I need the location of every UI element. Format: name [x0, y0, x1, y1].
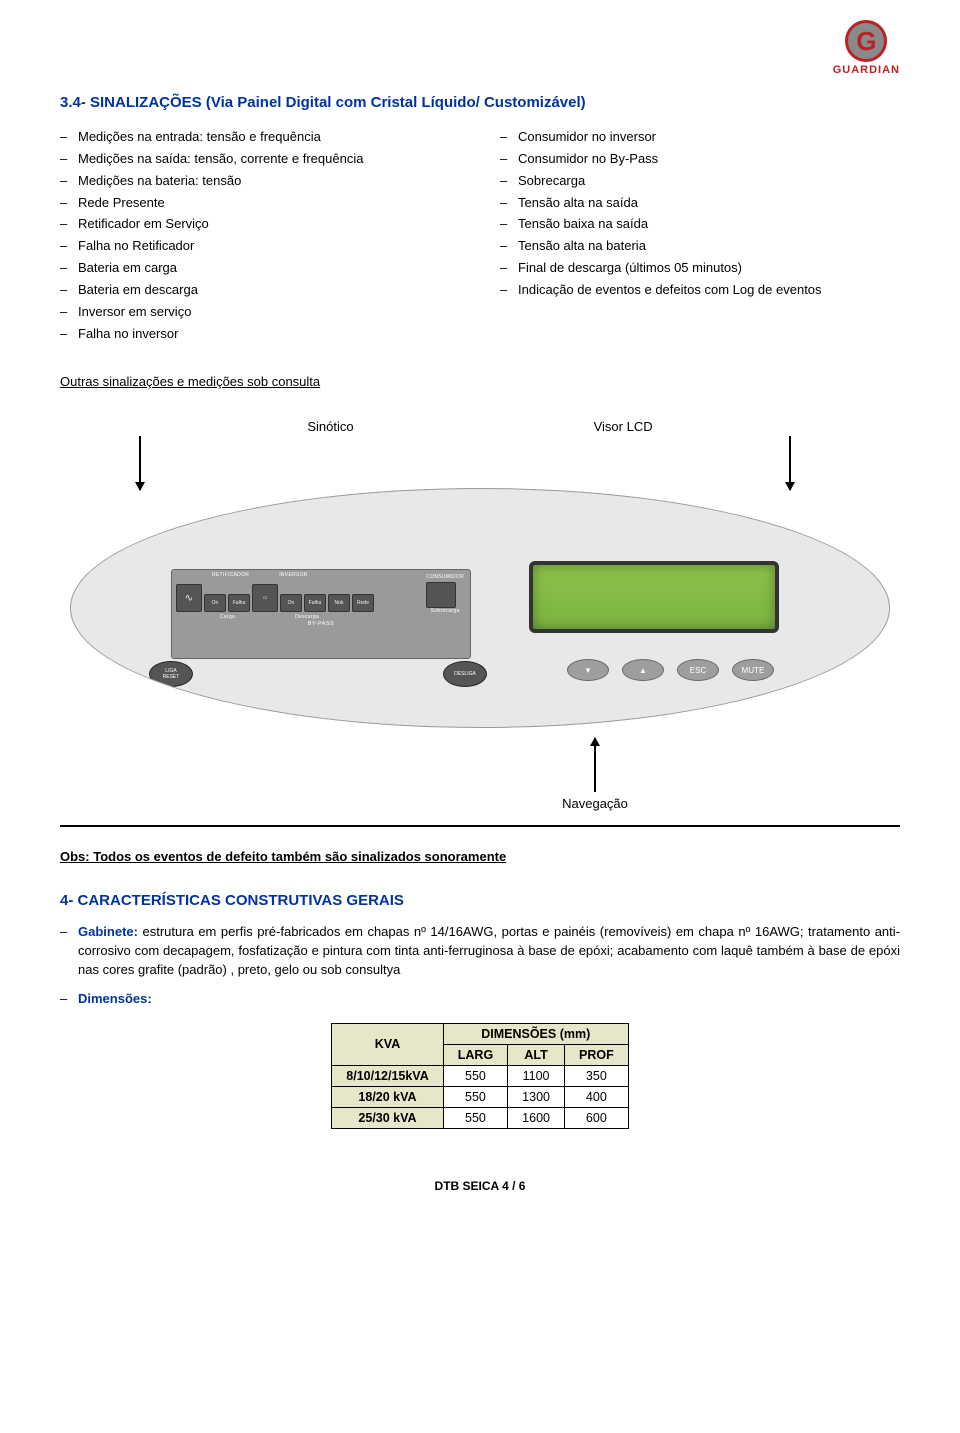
visor-lcd-label: Visor LCD	[594, 419, 653, 434]
liga-reset-button[interactable]: LIGA RESET	[149, 661, 193, 687]
th-kva: KVA	[332, 1023, 443, 1065]
syn-on-led: On	[280, 594, 302, 612]
section-3-4-title: 3.4- SINALIZAÇÕES (Via Painel Digital co…	[60, 94, 900, 111]
nav-down-button[interactable]: ▼	[567, 659, 609, 681]
nav-up-button[interactable]: ▲	[622, 659, 664, 681]
list-item: Tensão baixa na saída	[518, 215, 900, 234]
syn-sobrecarga-label: Sobrecarga	[431, 608, 460, 614]
syn-descarga-label: Descarga	[295, 614, 319, 620]
nav-mute-button[interactable]: MUTE	[732, 659, 774, 681]
cell: 550	[443, 1086, 507, 1107]
list-item: Falha no Retificador	[78, 237, 460, 256]
gabinete-label: Gabinete:	[78, 924, 138, 939]
gabinete-item: Gabinete: estrutura em perfis pré-fabric…	[78, 923, 900, 980]
syn-bypass-label: BY-PASS	[172, 620, 470, 627]
cell: 1100	[508, 1065, 565, 1086]
synoptic-diagram: RETIFICADOR INVERSOR ∿ On Falha ▭ On Fal…	[171, 569, 471, 659]
list-item: Medições na entrada: tensão e frequência	[78, 128, 460, 147]
gabinete-text: estrutura em perfis pré-fabricados em ch…	[78, 924, 900, 977]
list-item: Medições na bateria: tensão	[78, 172, 460, 191]
syn-rede-entrada-icon: ∿	[176, 584, 202, 612]
cell: 350	[564, 1065, 628, 1086]
construction-list: Gabinete: estrutura em perfis pré-fabric…	[60, 923, 900, 1008]
arrow-up-icon	[594, 738, 596, 792]
desliga-label: DESLIGA	[454, 671, 476, 677]
desliga-button[interactable]: DESLIGA	[443, 661, 487, 687]
list-item: Medições na saída: tensão, corrente e fr…	[78, 150, 460, 169]
cell: 550	[443, 1065, 507, 1086]
table-row: 18/20 kVA 550 1300 400	[332, 1086, 628, 1107]
arrow-down-icon	[789, 436, 791, 490]
nav-esc-button[interactable]: ESC	[677, 659, 719, 681]
list-item: Falha no inversor	[78, 325, 460, 344]
page-footer: DTB SEICA 4 / 6	[60, 1179, 900, 1193]
list-item: Retificador em Serviço	[78, 215, 460, 234]
logo-g-icon: G	[845, 20, 887, 62]
th-alt: ALT	[508, 1044, 565, 1065]
cell-kva: 18/20 kVA	[332, 1086, 443, 1107]
obs-note: Obs: Todos os eventos de defeito também …	[60, 849, 900, 864]
logo-text: GUARDIAN	[833, 64, 900, 76]
top-arrows	[60, 434, 900, 488]
list-item: Tensão alta na saída	[518, 194, 900, 213]
reset-label: RESET	[163, 674, 180, 680]
list-item: Inversor em serviço	[78, 303, 460, 322]
list-item: Consumidor no By-Pass	[518, 150, 900, 169]
syn-consumidor: CONSUMIDOR Sobrecarga	[426, 574, 464, 614]
syn-on-led: On	[204, 594, 226, 612]
th-larg: LARG	[443, 1044, 507, 1065]
list-item: Sobrecarga	[518, 172, 900, 191]
signal-lists: Medições na entrada: tensão e frequência…	[60, 125, 900, 346]
syn-consumidor-label: CONSUMIDOR	[426, 574, 464, 580]
dimensions-table: KVA DIMENSÕES (mm) LARG ALT PROF 8/10/12…	[331, 1023, 628, 1129]
syn-carga-label: Carga	[220, 614, 235, 620]
list-item: Bateria em carga	[78, 259, 460, 278]
syn-consumidor-icon	[426, 582, 456, 608]
cell-kva: 8/10/12/15kVA	[332, 1065, 443, 1086]
other-signals-note: Outras sinalizações e medições sob consu…	[60, 374, 900, 389]
syn-retificador-label: RETIFICADOR	[212, 572, 249, 578]
section-4-title: 4- CARACTERÍSTICAS CONSTRUTIVAS GERAIS	[60, 892, 900, 909]
table-row: 25/30 kVA 550 1600 600	[332, 1107, 628, 1128]
list-item: Tensão alta na bateria	[518, 237, 900, 256]
cell: 600	[564, 1107, 628, 1128]
brand-logo: G GUARDIAN	[60, 20, 900, 76]
panel-ellipse: RETIFICADOR INVERSOR ∿ On Falha ▭ On Fal…	[70, 488, 890, 728]
cell: 400	[564, 1086, 628, 1107]
th-prof: PROF	[564, 1044, 628, 1065]
syn-inversor-label: INVERSOR	[279, 572, 308, 578]
nav-label: Navegação	[175, 796, 960, 811]
cell: 550	[443, 1107, 507, 1128]
syn-rede-led: Rede	[352, 594, 374, 612]
arrow-down-icon	[139, 436, 141, 490]
signal-list-left: Medições na entrada: tensão e frequência…	[60, 128, 460, 343]
list-item: Final de descarga (últimos 05 minutos)	[518, 259, 900, 278]
panel-pointer-labels: Sinótico Visor LCD	[60, 419, 900, 434]
list-item: Rede Presente	[78, 194, 460, 213]
th-dim: DIMENSÕES (mm)	[443, 1023, 628, 1044]
lcd-display	[529, 561, 779, 633]
cell: 1300	[508, 1086, 565, 1107]
syn-falha-led: Falha	[228, 594, 250, 612]
table-row: 8/10/12/15kVA 550 1100 350	[332, 1065, 628, 1086]
front-panel: RETIFICADOR INVERSOR ∿ On Falha ▭ On Fal…	[70, 488, 890, 728]
dimensoes-label: Dimensões:	[78, 991, 152, 1006]
syn-falha-led: Falha	[304, 594, 326, 612]
dimensions-table-wrap: KVA DIMENSÕES (mm) LARG ALT PROF 8/10/12…	[60, 1023, 900, 1129]
signal-list-right: Consumidor no inversor Consumidor no By-…	[500, 128, 900, 300]
syn-bateria-icon: ▭	[252, 584, 278, 612]
list-item: Bateria em descarga	[78, 281, 460, 300]
dimensoes-item: Dimensões:	[78, 990, 900, 1009]
list-item: Consumidor no inversor	[518, 128, 900, 147]
sinotico-label: Sinótico	[307, 419, 353, 434]
list-item: Indicação de eventos e defeitos com Log …	[518, 281, 900, 300]
cell-kva: 25/30 kVA	[332, 1107, 443, 1128]
divider	[60, 825, 900, 827]
cell: 1600	[508, 1107, 565, 1128]
syn-nok-led: Nok	[328, 594, 350, 612]
table-row: KVA DIMENSÕES (mm)	[332, 1023, 628, 1044]
